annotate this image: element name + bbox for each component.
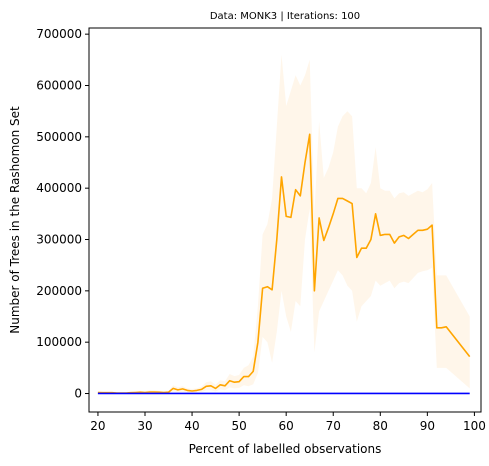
plot-frame bbox=[88, 27, 482, 413]
x-tick-label: 30 bbox=[137, 419, 152, 433]
confidence-band-1 bbox=[97, 54, 470, 394]
chart-title: Data: MONK3 | Iterations: 100 bbox=[210, 11, 360, 22]
x-axis-label: Percent of labelled observations bbox=[189, 442, 382, 456]
x-tick-label: 50 bbox=[231, 419, 246, 433]
y-tick-label: 200000 bbox=[36, 284, 82, 298]
axes: 20 30 40 50 60 70 80 90 100 0 100000 200000 300000 40… bbox=[36, 27, 486, 433]
x-tick-label: 100 bbox=[463, 419, 486, 433]
plot-area bbox=[97, 54, 471, 395]
x-tick-label: 70 bbox=[326, 419, 341, 433]
series-line-1 bbox=[97, 133, 471, 394]
x-tick-label: 60 bbox=[279, 419, 294, 433]
y-tick-label: 600000 bbox=[36, 78, 82, 92]
x-tick-label: 40 bbox=[184, 419, 199, 433]
x-tick-label: 20 bbox=[90, 419, 105, 433]
y-tick-label: 0 bbox=[74, 387, 82, 401]
x-tick-label: 90 bbox=[420, 419, 435, 433]
y-tick-label: 300000 bbox=[36, 233, 82, 247]
y-tick-label: 500000 bbox=[36, 130, 82, 144]
y-tick-label: 700000 bbox=[36, 27, 82, 41]
y-axis-label: Number of Trees in the Rashomon Set bbox=[8, 106, 22, 334]
y-tick-label: 400000 bbox=[36, 181, 82, 195]
x-tick-label: 80 bbox=[373, 419, 388, 433]
y-tick-label: 100000 bbox=[36, 335, 82, 349]
